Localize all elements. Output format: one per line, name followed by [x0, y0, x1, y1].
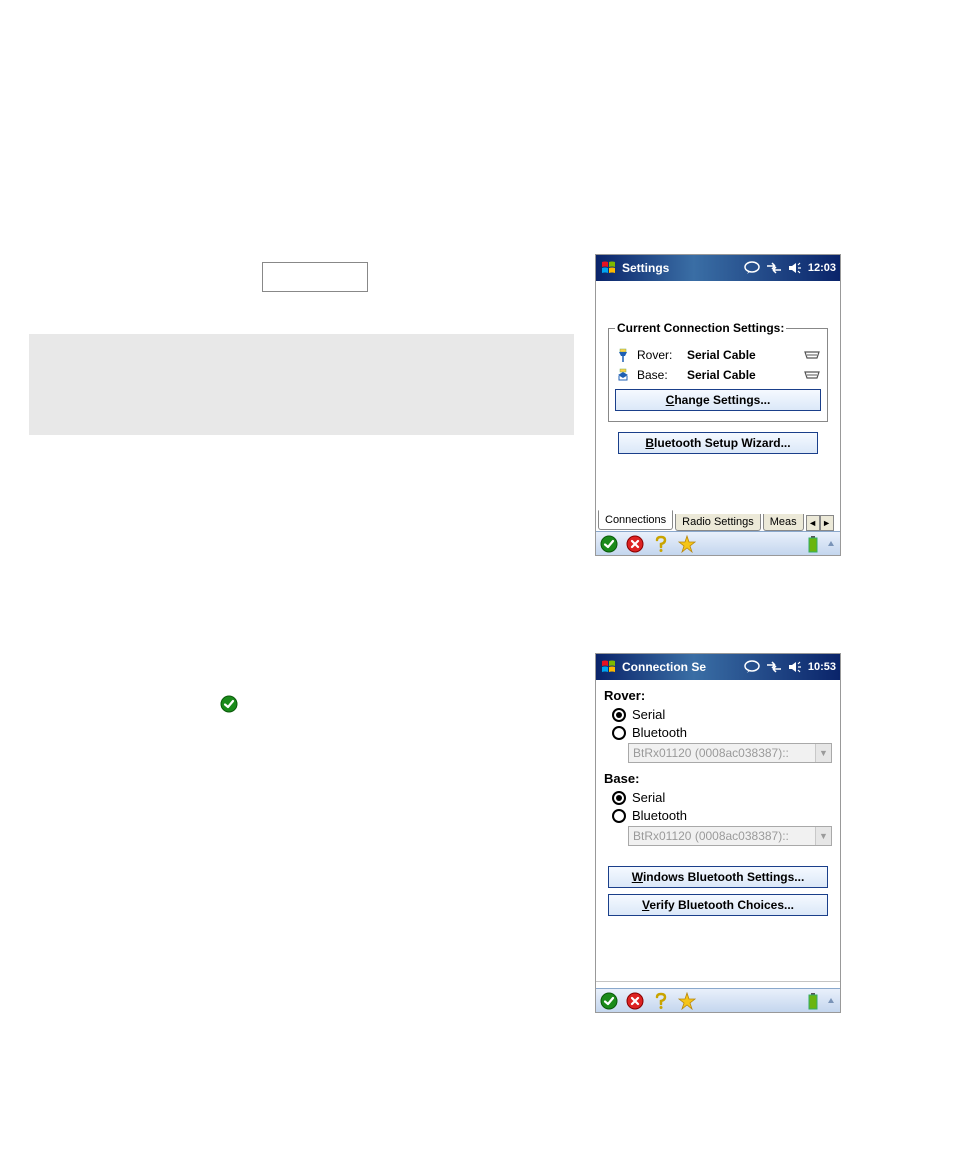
clock-text[interactable]: 10:53 [808, 661, 836, 673]
volume-icon[interactable] [788, 660, 802, 674]
rover-bluetooth-combo: BtRx01120 (0008ac038387):: ▼ [628, 743, 832, 763]
radio-icon [612, 726, 626, 740]
titlebar: Settings 12:03 [596, 255, 840, 281]
pda-connection-settings: Connection Se 10:53 [595, 653, 841, 1013]
battery-icon[interactable] [804, 535, 822, 553]
tab-scroll-left[interactable]: ◄ [806, 515, 820, 531]
rover-pin-icon [615, 347, 631, 363]
base-row: Base: Serial Cable [615, 367, 821, 383]
rover-bluetooth-option[interactable]: Bluetooth [612, 725, 832, 740]
settings-content: Current Connection Settings: Rover: Seri… [596, 281, 840, 531]
start-flag-icon[interactable] [600, 658, 618, 676]
verify-bt-label: erify Bluetooth Choices... [649, 898, 794, 912]
window-title: Connection Se [622, 660, 740, 674]
up-arrow-icon[interactable] [826, 535, 836, 553]
base-port-icon [803, 369, 821, 381]
help-icon[interactable] [652, 535, 670, 553]
base-serial-option[interactable]: Serial [612, 790, 832, 805]
star-icon[interactable] [678, 535, 696, 553]
doc-gray-block [29, 334, 574, 435]
rover-value: Serial Cable [687, 348, 797, 362]
rover-label: Rover: [637, 348, 681, 362]
doc-empty-box [262, 262, 368, 292]
connectivity-icon[interactable] [766, 660, 782, 674]
win-bt-mnemonic: W [632, 870, 643, 884]
current-connection-group: Current Connection Settings: Rover: Seri… [608, 321, 828, 422]
base-bluetooth-option[interactable]: Bluetooth [612, 808, 832, 823]
notification-icon[interactable] [744, 261, 760, 275]
clock-text[interactable]: 12:03 [808, 262, 836, 274]
divider [596, 981, 840, 982]
pda-settings: Settings 12:03 [595, 254, 841, 556]
window-title: Settings [622, 261, 740, 275]
bottom-toolbar [596, 988, 840, 1012]
tab-scroll-right[interactable]: ► [820, 515, 834, 531]
notification-icon[interactable] [744, 660, 760, 674]
volume-icon[interactable] [788, 261, 802, 275]
start-flag-icon[interactable] [600, 259, 618, 277]
dropdown-icon: ▼ [815, 827, 831, 845]
rover-bluetooth-label: Bluetooth [632, 725, 687, 740]
connectivity-icon[interactable] [766, 261, 782, 275]
change-settings-button[interactable]: Change Settings... [615, 389, 821, 411]
bottom-toolbar [596, 531, 840, 555]
rover-serial-option[interactable]: Serial [612, 707, 832, 722]
titlebar: Connection Se 10:53 [596, 654, 840, 680]
bluetooth-wizard-button[interactable]: Bluetooth Setup Wizard... [618, 432, 818, 454]
rover-port-icon [803, 349, 821, 361]
windows-bluetooth-settings-button[interactable]: Windows Bluetooth Settings... [608, 866, 828, 888]
rover-row: Rover: Serial Cable [615, 347, 821, 363]
rover-section-label: Rover: [604, 688, 832, 703]
rover-serial-label: Serial [632, 707, 665, 722]
ok-icon[interactable] [600, 535, 618, 553]
base-label: Base: [637, 368, 681, 382]
base-bt-combo-text: BtRx01120 (0008ac038387):: [633, 829, 789, 843]
dropdown-icon: ▼ [815, 744, 831, 762]
up-arrow-icon[interactable] [826, 992, 836, 1010]
tab-radio-settings[interactable]: Radio Settings [675, 514, 761, 531]
tab-strip: Connections Radio Settings Meas ◄ ► [596, 509, 840, 531]
help-icon[interactable] [652, 992, 670, 1010]
bt-wizard-mnemonic: B [645, 436, 654, 450]
radio-icon [612, 791, 626, 805]
radio-icon [612, 809, 626, 823]
connection-content: Rover: Serial Bluetooth BtRx01120 (0008a… [596, 680, 840, 988]
win-bt-label: indows Bluetooth Settings... [643, 870, 804, 884]
base-bluetooth-label: Bluetooth [632, 808, 687, 823]
base-section-label: Base: [604, 771, 832, 786]
change-settings-label: hange Settings... [674, 393, 770, 407]
cancel-icon[interactable] [626, 992, 644, 1010]
base-value: Serial Cable [687, 368, 797, 382]
cancel-icon[interactable] [626, 535, 644, 553]
base-serial-label: Serial [632, 790, 665, 805]
verify-bluetooth-button[interactable]: Verify Bluetooth Choices... [608, 894, 828, 916]
ok-icon[interactable] [600, 992, 618, 1010]
tab-connections[interactable]: Connections [598, 510, 673, 530]
radio-icon [612, 708, 626, 722]
bt-wizard-label: luetooth Setup Wizard... [654, 436, 791, 450]
rover-bt-combo-text: BtRx01120 (0008ac038387):: [633, 746, 789, 760]
ok-icon-inline [220, 695, 238, 713]
tab-meas[interactable]: Meas [763, 514, 804, 531]
battery-icon[interactable] [804, 992, 822, 1010]
group-legend: Current Connection Settings: [615, 321, 786, 335]
base-bluetooth-combo: BtRx01120 (0008ac038387):: ▼ [628, 826, 832, 846]
base-pin-icon [615, 367, 631, 383]
star-icon[interactable] [678, 992, 696, 1010]
